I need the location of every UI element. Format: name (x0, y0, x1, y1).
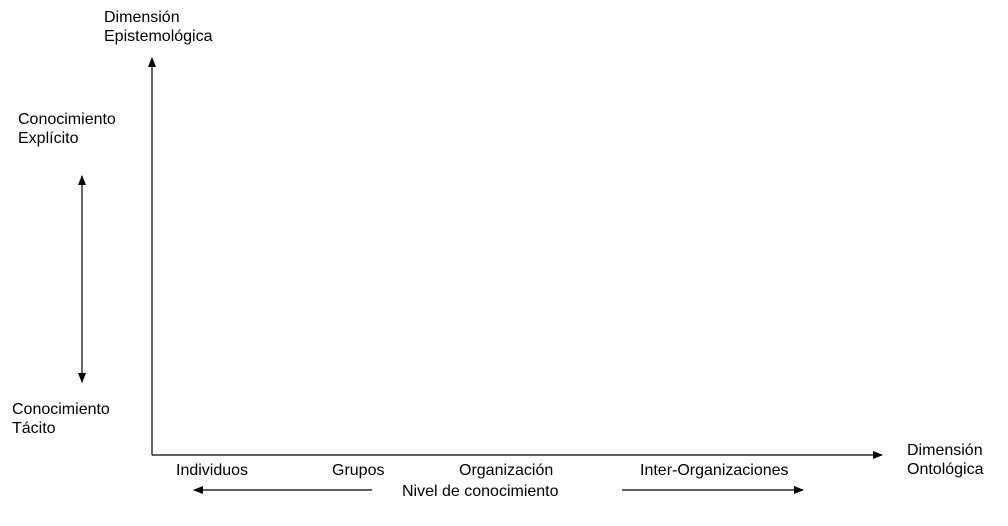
horizontal-axis-title: Dimensión Ontológica (907, 441, 984, 479)
horizontal-axis-title-line1: Dimensión (907, 442, 983, 459)
vertical-axis-title-line1: Dimensión (104, 9, 180, 26)
knowledge-level-label: Nivel de conocimiento (402, 483, 559, 500)
category-grupos: Grupos (332, 462, 385, 479)
explicit-label-line1: Conocimiento (18, 111, 116, 128)
tacit-knowledge-label: Conocimiento Tácito (12, 400, 110, 438)
vertical-axis-title-line2: Epistemológica (104, 28, 213, 45)
category-individuos: Individuos (176, 462, 249, 479)
explicit-label-line2: Explícito (18, 130, 79, 147)
tacit-label-line2: Tácito (12, 420, 56, 437)
category-organizacion: Organización (459, 462, 554, 479)
category-inter-organizaciones: Inter-Organizaciones (640, 462, 789, 479)
horizontal-axis-title-line2: Ontológica (907, 461, 984, 478)
tacit-label-line1: Conocimiento (12, 401, 110, 418)
explicit-knowledge-label: Conocimiento Explícito (18, 110, 116, 148)
vertical-axis-title: Dimensión Epistemológica (104, 8, 213, 46)
